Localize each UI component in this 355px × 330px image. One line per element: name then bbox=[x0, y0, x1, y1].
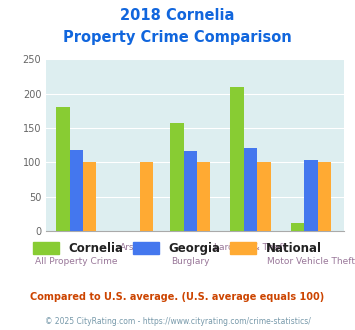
Text: Burglary: Burglary bbox=[171, 257, 209, 266]
Bar bbox=[317, 162, 331, 231]
Text: All Property Crime: All Property Crime bbox=[35, 257, 118, 266]
Text: 2018 Cornelia: 2018 Cornelia bbox=[120, 8, 235, 23]
Text: Property Crime Comparison: Property Crime Comparison bbox=[63, 30, 292, 45]
Text: Compared to U.S. average. (U.S. average equals 100): Compared to U.S. average. (U.S. average … bbox=[31, 292, 324, 302]
Text: Larceny & Theft: Larceny & Theft bbox=[214, 243, 286, 252]
Bar bbox=[170, 123, 184, 231]
Bar bbox=[257, 162, 271, 231]
Bar bbox=[140, 162, 153, 231]
Bar bbox=[197, 162, 210, 231]
Bar bbox=[184, 151, 197, 231]
Bar bbox=[304, 160, 317, 231]
Bar bbox=[70, 150, 83, 231]
Bar bbox=[230, 87, 244, 231]
Legend: Cornelia, Georgia, National: Cornelia, Georgia, National bbox=[29, 237, 326, 260]
Text: Arson: Arson bbox=[120, 243, 146, 252]
Bar bbox=[56, 108, 70, 231]
Bar bbox=[291, 223, 304, 231]
Text: Motor Vehicle Theft: Motor Vehicle Theft bbox=[267, 257, 355, 266]
Bar bbox=[83, 162, 97, 231]
Text: © 2025 CityRating.com - https://www.cityrating.com/crime-statistics/: © 2025 CityRating.com - https://www.city… bbox=[45, 317, 310, 326]
Bar bbox=[244, 148, 257, 231]
